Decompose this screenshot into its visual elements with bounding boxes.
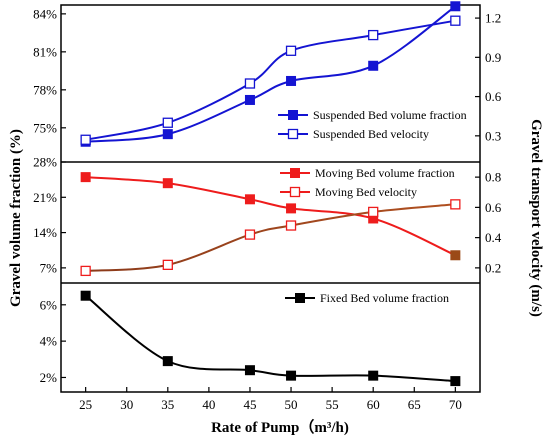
- y-right-tick-label: 0.4: [485, 230, 502, 245]
- y-left-tick-label: 2%: [40, 370, 58, 385]
- series-moving-bed-volume-fraction: [80, 172, 461, 261]
- plot-border: [60, 4, 481, 393]
- data-point: [286, 370, 297, 381]
- x-tick-label: 40: [202, 397, 215, 412]
- series-line: [85, 203, 456, 272]
- x-tick-label: 30: [120, 397, 133, 412]
- y-right-tick-label: 0.6: [485, 89, 502, 104]
- data-point: [287, 128, 299, 140]
- data-point: [80, 172, 91, 183]
- y-right-tick-label: 0.2: [485, 260, 501, 275]
- panel-top: 84% 81% 78% 75% 1.2 0.9 0.6 0.3 Suspended Bed vo…: [33, 1, 502, 147]
- data-point: [244, 194, 255, 205]
- data-point: [288, 110, 298, 120]
- y-right-tick-label: 1.2: [485, 11, 501, 26]
- series-suspended-bed-velocity: [80, 15, 461, 145]
- panel-bottom: 6% 4% 2% Fixed Bed volume fraction: [40, 290, 461, 387]
- y-left-tick-label: 28%: [33, 155, 57, 170]
- panels: 84% 81% 78% 75% 1.2 0.9 0.6 0.3 Suspended Bed vo…: [33, 1, 502, 387]
- data-point: [368, 29, 379, 41]
- data-point: [244, 78, 256, 89]
- series-line: [85, 176, 456, 257]
- y-axis-right-title: Gravel transport velocity (m/s): [528, 119, 544, 317]
- data-point: [244, 365, 255, 376]
- y-left-tick-label: 6%: [40, 297, 58, 312]
- legend-label: Suspended Bed volume fraction: [313, 108, 467, 122]
- data-point: [80, 134, 91, 145]
- x-tick-label: 50: [285, 397, 298, 412]
- panel-middle: 28% 21% 14% 7% 0.8 0.6 0.4 0.2 Moving Bed volume…: [33, 155, 502, 277]
- plot-frame: [60, 4, 481, 393]
- data-point: [162, 117, 173, 128]
- legend-label: Moving Bed volume fraction: [315, 166, 455, 180]
- x-tick-label: 70: [449, 397, 462, 412]
- legend-entry: Suspended Bed volume fraction: [278, 108, 467, 122]
- legend-entry: Moving Bed volume fraction: [280, 166, 455, 180]
- y-left-tick-label: 21%: [33, 190, 57, 205]
- data-point: [80, 265, 91, 277]
- x-axis-title: Rate of Pump（m³/h): [211, 418, 349, 436]
- data-point: [450, 376, 461, 387]
- data-point: [285, 220, 297, 231]
- x-tick-label: 45: [243, 397, 256, 412]
- legend-entry: Moving Bed velocity: [280, 185, 417, 199]
- data-point: [450, 15, 461, 26]
- data-point: [368, 60, 379, 71]
- y-left-tick-label: 14%: [33, 225, 57, 240]
- data-point: [286, 203, 297, 214]
- data-point: [162, 259, 173, 271]
- data-point: [290, 168, 300, 178]
- data-point: [80, 290, 91, 301]
- data-point: [450, 1, 461, 12]
- x-tick-label: 65: [408, 397, 421, 412]
- series-fixed-bed-volume-fraction: [80, 290, 461, 387]
- data-point: [162, 178, 173, 189]
- x-tick-label: 35: [161, 397, 174, 412]
- data-point: [244, 229, 256, 240]
- data-point: [162, 356, 173, 367]
- y-left-tick-label: 75%: [33, 120, 57, 135]
- y-right-tick-label: 0.9: [485, 50, 501, 65]
- series-line: [84, 294, 456, 383]
- y-left-tick-label: 81%: [33, 44, 57, 59]
- y-right-tick-label: 0.3: [485, 128, 501, 143]
- y-right-tick-label: 0.8: [485, 170, 501, 185]
- y-axis-left-title: Gravel volume fraction (%): [8, 129, 24, 307]
- y-left-tick-label: 4%: [40, 334, 58, 349]
- data-point: [162, 129, 173, 140]
- y-right-tick-label: 0.6: [485, 200, 502, 215]
- data-point: [368, 370, 379, 381]
- data-point: [295, 293, 305, 303]
- legend-entry: Suspended Bed velocity: [278, 127, 429, 141]
- data-point: [368, 206, 379, 218]
- y-left-tick-label: 7%: [40, 260, 58, 275]
- legend-label: Suspended Bed velocity: [313, 127, 429, 141]
- x-axis: 25 30 35 40 45 50 55 60 65 70: [79, 387, 462, 412]
- legend-entry: Fixed Bed volume fraction: [285, 291, 449, 305]
- series-suspended-bed-volume-fraction: [80, 1, 461, 147]
- legend-label: Moving Bed velocity: [315, 185, 417, 199]
- x-tick-label: 55: [326, 397, 339, 412]
- series-line: [85, 19, 456, 141]
- x-tick-label: 25: [79, 397, 92, 412]
- series-moving-bed-velocity: [80, 199, 461, 277]
- data-point: [285, 45, 297, 56]
- data-point: [289, 186, 301, 198]
- x-tick-label: 60: [367, 397, 380, 412]
- data-point: [244, 94, 255, 105]
- series-line: [85, 5, 456, 143]
- data-point: [450, 199, 461, 210]
- data-point: [286, 75, 297, 86]
- data-point: [450, 250, 461, 261]
- y-left-tick-label: 84%: [33, 6, 57, 21]
- legend-label: Fixed Bed volume fraction: [320, 291, 449, 305]
- y-left-tick-label: 78%: [33, 82, 57, 97]
